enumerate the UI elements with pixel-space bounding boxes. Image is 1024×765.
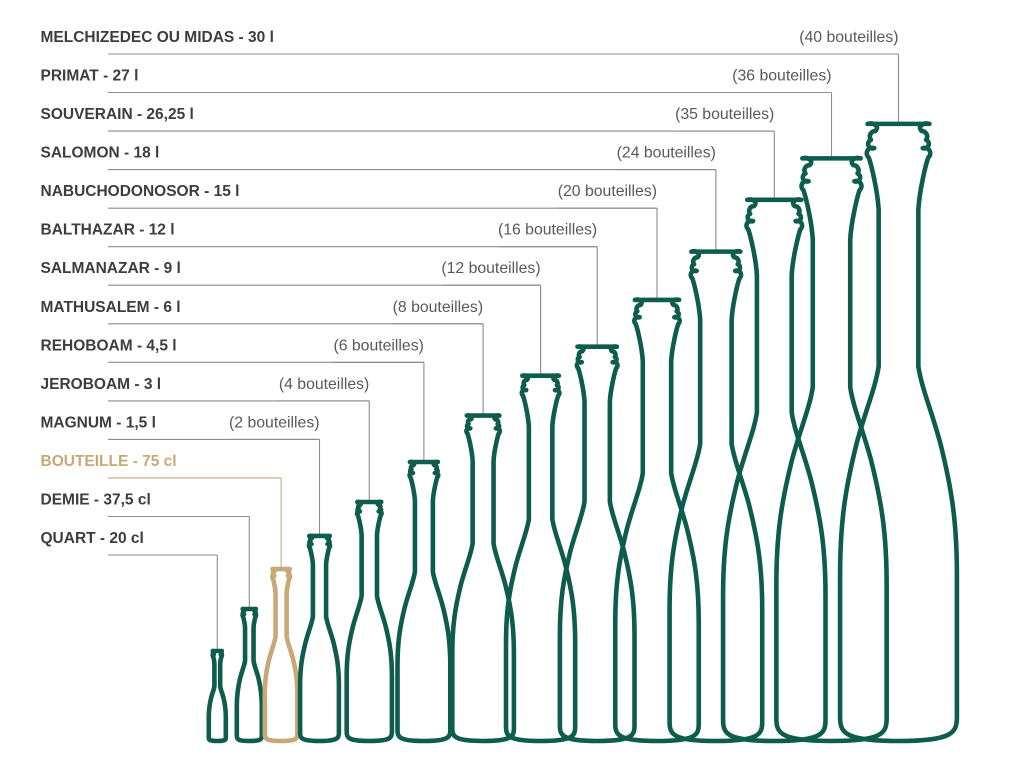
svg-text:(16 bouteilles): (16 bouteilles)	[498, 222, 597, 239]
svg-text:(8 bouteilles): (8 bouteilles)	[393, 299, 483, 316]
svg-text:MATHUSALEM - 6 l: MATHUSALEM - 6 l	[41, 299, 181, 316]
svg-text:(2 bouteilles): (2 bouteilles)	[229, 414, 319, 431]
svg-text:SALMANAZAR - 9 l: SALMANAZAR - 9 l	[41, 260, 181, 277]
svg-text:BOUTEILLE - 75 cl: BOUTEILLE - 75 cl	[41, 453, 177, 470]
svg-text:BALTHAZAR - 12 l: BALTHAZAR - 12 l	[41, 222, 175, 239]
svg-text:(35 bouteilles): (35 bouteilles)	[675, 106, 774, 123]
svg-text:DEMIE - 37,5 cl: DEMIE - 37,5 cl	[41, 492, 151, 509]
svg-text:MELCHIZEDEC OU MIDAS - 30 l: MELCHIZEDEC OU MIDAS - 30 l	[41, 29, 274, 46]
svg-text:SOUVERAIN - 26,25 l: SOUVERAIN - 26,25 l	[41, 106, 194, 123]
svg-text:(6 bouteilles): (6 bouteilles)	[333, 337, 423, 354]
svg-text:(40 bouteilles): (40 bouteilles)	[799, 29, 898, 46]
svg-text:(24 bouteilles): (24 bouteilles)	[617, 145, 716, 162]
svg-text:PRIMAT - 27 l: PRIMAT - 27 l	[41, 68, 139, 85]
svg-text:(20 bouteilles): (20 bouteilles)	[558, 183, 657, 200]
svg-text:MAGNUM - 1,5 l: MAGNUM - 1,5 l	[41, 414, 156, 431]
svg-text:(12 bouteilles): (12 bouteilles)	[441, 260, 540, 277]
svg-text:(4 bouteilles): (4 bouteilles)	[279, 376, 369, 393]
svg-text:(36 bouteilles): (36 bouteilles)	[732, 68, 831, 85]
svg-text:SALOMON - 18 l: SALOMON - 18 l	[41, 145, 160, 162]
svg-text:NABUCHODONOSOR - 15 l: NABUCHODONOSOR - 15 l	[41, 183, 240, 200]
svg-text:QUART - 20 cl: QUART - 20 cl	[41, 530, 144, 547]
svg-text:REHOBOAM - 4,5 l: REHOBOAM - 4,5 l	[41, 337, 177, 354]
svg-text:JEROBOAM - 3 l: JEROBOAM - 3 l	[41, 376, 162, 393]
